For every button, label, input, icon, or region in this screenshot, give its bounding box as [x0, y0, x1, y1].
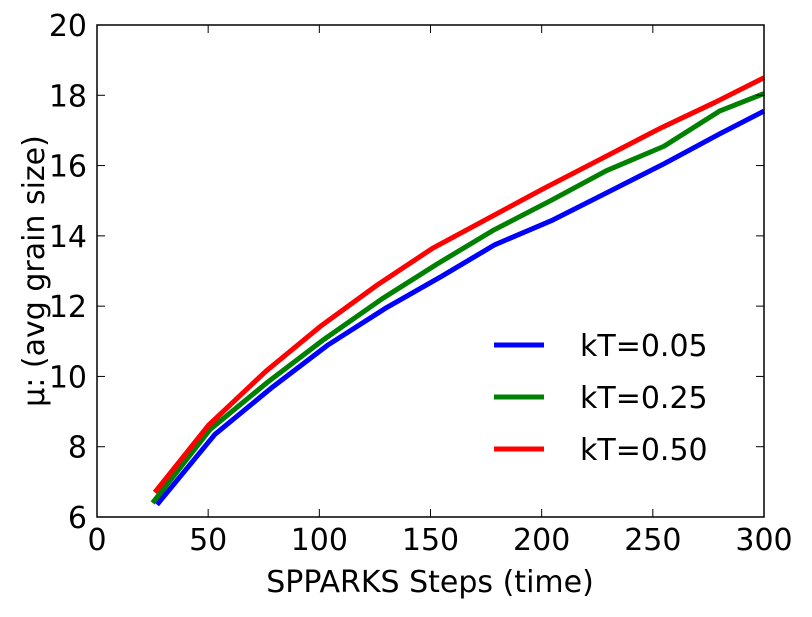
x-tick-label-6: 300 — [735, 523, 792, 558]
legend: kT=0.05 kT=0.25 kT=0.50 — [494, 329, 708, 468]
y-tick-label-0: 6 — [68, 501, 87, 536]
y-tick-label-5: 16 — [49, 150, 87, 185]
y-tick-label-6: 18 — [49, 79, 87, 114]
y-tick-label-7: 20 — [49, 9, 87, 44]
x-axis-label: SPPARKS Steps (time) — [266, 565, 594, 600]
y-tick-label-1: 8 — [68, 431, 87, 466]
y-tick-label-4: 14 — [49, 220, 87, 255]
y-tick-label-3: 12 — [49, 290, 87, 325]
y-tick-label-2: 10 — [49, 360, 87, 395]
y-axis-label: μ: (avg grain size) — [17, 135, 52, 407]
x-tick-label-0: 0 — [87, 523, 106, 558]
series-line-1 — [150, 91, 765, 505]
x-tick-label-4: 200 — [513, 523, 570, 558]
series-line-0 — [155, 108, 766, 507]
x-tick-label-5: 250 — [624, 523, 681, 558]
x-tick-label-3: 150 — [402, 523, 459, 558]
legend-label-2: kT=0.50 — [580, 433, 708, 468]
legend-label-0: kT=0.05 — [580, 329, 708, 364]
x-tick-label-2: 100 — [291, 523, 348, 558]
legend-label-1: kT=0.25 — [580, 381, 708, 416]
series-line-2 — [152, 75, 766, 494]
x-tick-label-1: 50 — [189, 523, 227, 558]
